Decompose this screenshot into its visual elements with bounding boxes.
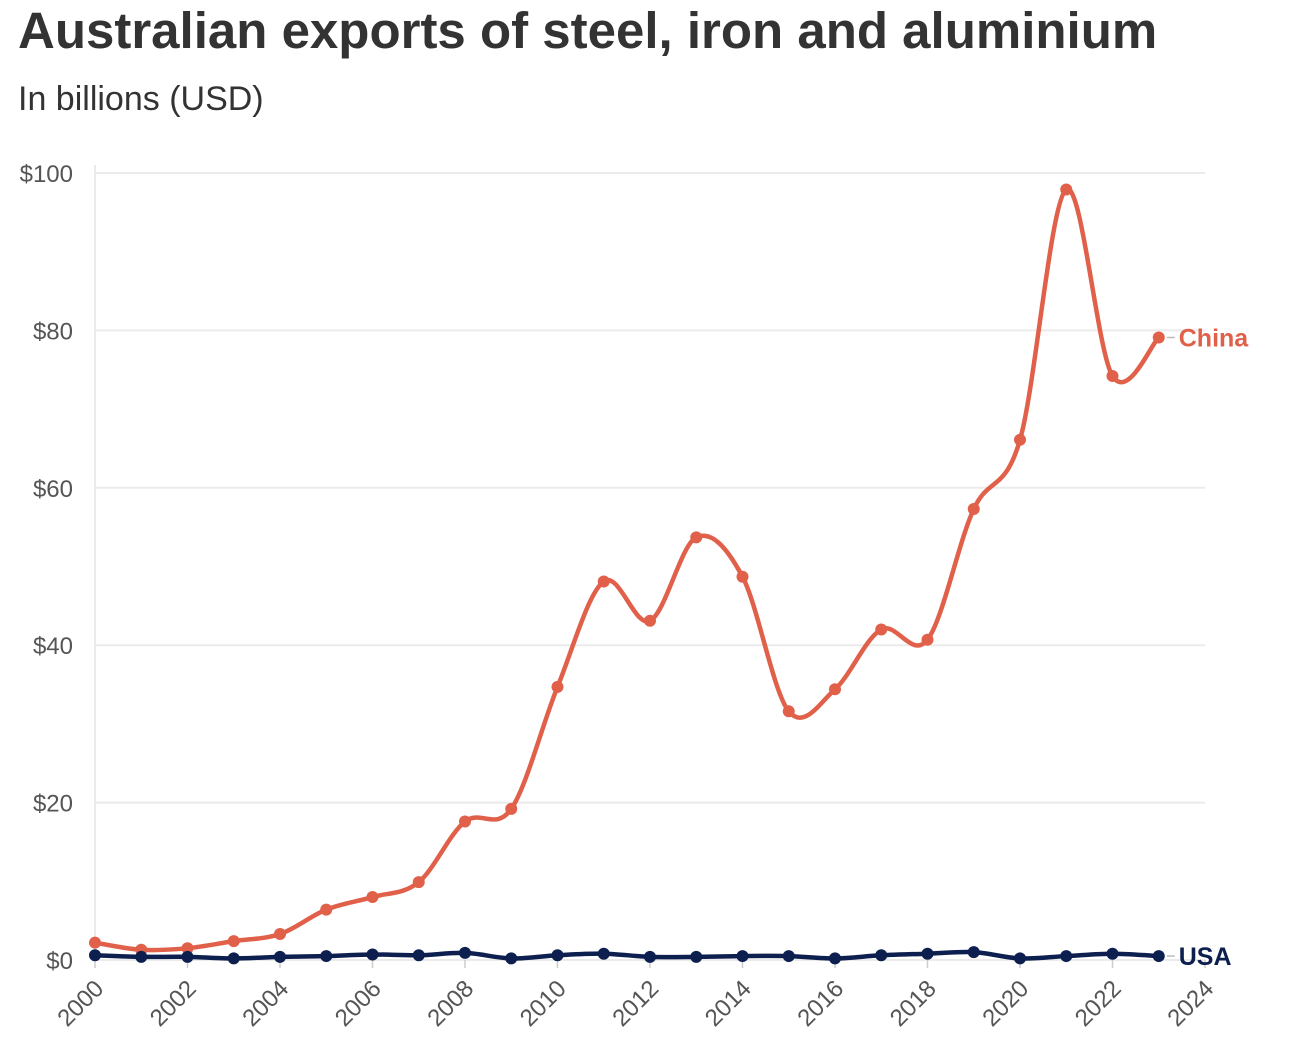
- series-label-china: China: [1179, 324, 1250, 352]
- x-tick-label: 2014: [700, 975, 757, 1032]
- x-tick-label: 2006: [330, 975, 387, 1032]
- data-point-usa: [227, 952, 240, 965]
- data-point-china: [227, 935, 240, 948]
- series-china: [89, 183, 1165, 956]
- y-tick-label: $40: [33, 633, 73, 660]
- data-point-china: [829, 683, 841, 696]
- x-tick-label: 2012: [607, 975, 664, 1032]
- data-point-usa: [274, 950, 286, 963]
- x-tick-label: 2024: [1162, 975, 1219, 1032]
- data-point-china: [597, 575, 610, 588]
- data-point-usa: [1060, 950, 1073, 963]
- data-point-china: [1060, 183, 1073, 196]
- data-point-china: [459, 815, 471, 828]
- data-point-usa: [1106, 947, 1119, 960]
- data-point-usa: [967, 946, 980, 959]
- x-tick-label: 2020: [977, 975, 1034, 1032]
- data-point-china: [690, 531, 703, 544]
- data-point-usa: [459, 946, 471, 959]
- axes: $0 $20 $40 $60 $80 $100 2000 2002 2004 2006 2008 20…: [20, 161, 1220, 1032]
- data-point-china: [1152, 331, 1165, 344]
- data-point-china: [551, 680, 564, 693]
- data-point-usa: [644, 950, 656, 963]
- x-tick-label: 2004: [237, 975, 294, 1032]
- x-tick-label: 2008: [422, 975, 479, 1032]
- data-point-china: [320, 903, 333, 916]
- y-tick-label: $20: [33, 791, 73, 818]
- data-point-china: [875, 623, 888, 636]
- x-tick-label: 2016: [792, 975, 849, 1032]
- x-tick-label: 2018: [885, 975, 942, 1032]
- x-tick-label: 2000: [52, 975, 109, 1032]
- data-point-usa: [829, 952, 841, 965]
- data-point-usa: [690, 950, 703, 963]
- y-tick-label: $100: [20, 161, 73, 188]
- data-point-china: [736, 570, 749, 583]
- chart-title: Australian exports of steel, iron and al…: [18, 2, 1158, 59]
- data-point-usa: [1152, 950, 1165, 963]
- data-point-china: [89, 936, 101, 949]
- chart-subtitle: In billions (USD): [18, 80, 264, 118]
- data-point-usa: [875, 949, 888, 962]
- data-point-china: [1014, 433, 1026, 446]
- series-label-usa: USA: [1179, 943, 1232, 971]
- x-tick-label: 2010: [515, 975, 572, 1032]
- y-tick-label: $0: [46, 948, 73, 975]
- x-tick-label: 2022: [1070, 975, 1127, 1032]
- data-point-china: [1106, 370, 1119, 383]
- series-usa: [89, 946, 1165, 965]
- data-point-china: [782, 705, 795, 718]
- data-point-usa: [320, 950, 333, 963]
- data-point-china: [274, 928, 286, 941]
- data-point-china: [412, 876, 425, 889]
- data-point-china: [921, 633, 934, 646]
- data-point-usa: [921, 947, 934, 960]
- series: [89, 183, 1165, 965]
- data-point-china: [967, 503, 980, 516]
- data-point-china: [366, 891, 379, 904]
- data-point-usa: [782, 950, 795, 963]
- gridlines: [95, 172, 1205, 961]
- data-point-china: [505, 802, 518, 815]
- data-point-usa: [597, 947, 610, 960]
- data-point-usa: [505, 952, 518, 965]
- y-tick-label: $80: [33, 318, 73, 345]
- data-point-usa: [89, 949, 101, 962]
- y-tick-label: $60: [33, 476, 73, 503]
- data-point-china: [644, 614, 656, 627]
- series-line-china: [92, 187, 1161, 953]
- data-point-china: [181, 942, 194, 955]
- data-point-usa: [366, 948, 379, 961]
- data-point-usa: [1014, 952, 1026, 965]
- series-line-usa: [92, 949, 1161, 961]
- series-labels: China USA: [1166, 324, 1250, 971]
- data-point-usa: [551, 949, 564, 962]
- x-tick-label: 2002: [145, 975, 202, 1032]
- data-point-usa: [412, 949, 425, 962]
- data-point-usa: [135, 950, 148, 963]
- data-point-usa: [181, 950, 194, 963]
- data-point-usa: [736, 950, 749, 963]
